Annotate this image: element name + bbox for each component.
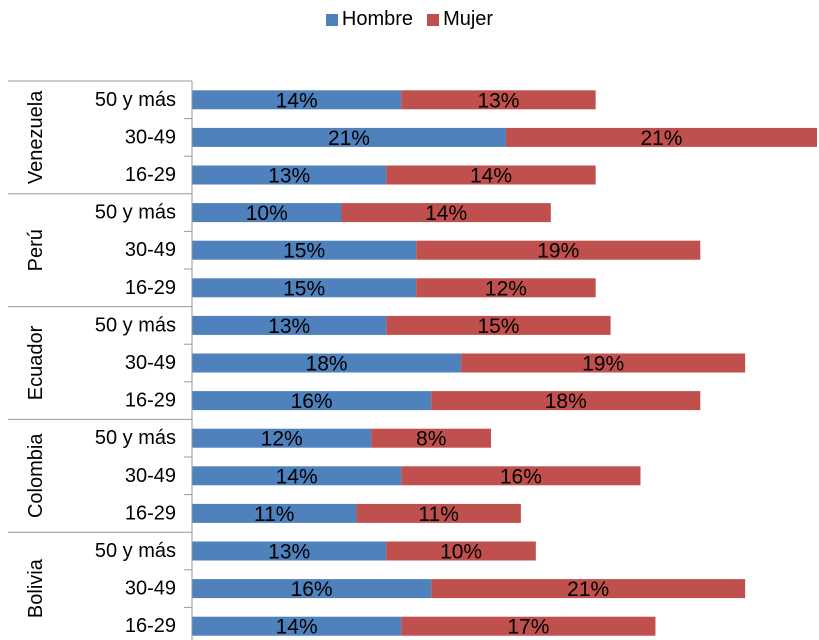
- age-label: 50 y más: [95, 427, 176, 449]
- legend-label-mujer: Mujer: [443, 8, 494, 30]
- bar-mujer-peru-30-49: [416, 240, 701, 260]
- data-label-hombre: 13%: [268, 315, 310, 338]
- data-label-mujer: 19%: [537, 240, 579, 263]
- data-label-hombre: 10%: [246, 202, 288, 225]
- data-label-mujer: 21%: [640, 127, 682, 150]
- legend-item-hombre: Hombre: [325, 8, 414, 31]
- data-label-hombre: 12%: [261, 428, 303, 451]
- legend-label-hombre: Hombre: [341, 8, 414, 30]
- data-label-mujer: 21%: [567, 578, 609, 601]
- data-label-hombre: 14%: [276, 616, 318, 639]
- data-label-mujer: 15%: [477, 315, 519, 338]
- country-label-venezuela: Venezuela: [25, 90, 47, 184]
- data-label-mujer: 11%: [418, 503, 458, 526]
- country-label-colombia: Colombia: [25, 433, 47, 518]
- bar-mujer-colombia-50-y-mas: [371, 428, 491, 448]
- data-label-mujer: 10%: [440, 541, 482, 564]
- data-label-hombre: 15%: [283, 240, 325, 263]
- country-label-bolivia: Bolivia: [25, 558, 47, 618]
- age-label: 50 y más: [95, 314, 176, 336]
- data-label-mujer: 19%: [582, 353, 624, 376]
- age-label: 16-29: [125, 390, 176, 412]
- legend-swatch-hombre: [325, 13, 338, 26]
- bar-mujer-peru-50-y-mas: [341, 203, 551, 223]
- bar-hombre-peru-30-49: [192, 240, 417, 260]
- bar-hombre-colombia-16-29: [192, 503, 357, 523]
- country-label-ecuador: Ecuador: [25, 325, 47, 400]
- country-label-peru: Perú: [25, 229, 47, 271]
- age-label: 30-49: [125, 239, 176, 261]
- bar-hombre-bolivia-30-49: [192, 579, 432, 599]
- bar-mujer-colombia-16-29: [356, 503, 521, 523]
- bar-mujer-venezuela-30-49: [505, 127, 817, 147]
- age-label: 30-49: [125, 578, 176, 600]
- data-label-mujer: 14%: [470, 165, 512, 188]
- bar-mujer-colombia-30-49: [401, 466, 641, 486]
- data-label-mujer: 18%: [545, 390, 587, 413]
- legend-swatch-mujer: [427, 13, 440, 26]
- bar-mujer-venezuela-16-29: [386, 165, 596, 185]
- data-label-hombre: 15%: [283, 277, 325, 300]
- age-label: 16-29: [125, 615, 176, 637]
- age-label: 16-29: [125, 277, 176, 299]
- data-label-mujer: 13%: [477, 89, 519, 112]
- bar-hombre-venezuela-16-29: [192, 165, 387, 185]
- data-label-mujer: 8%: [416, 428, 446, 451]
- data-label-hombre: 14%: [276, 465, 318, 488]
- data-label-mujer: 16%: [500, 465, 542, 488]
- data-label-hombre: 16%: [291, 578, 333, 601]
- data-label-mujer: 17%: [507, 616, 549, 639]
- data-label-mujer: 12%: [485, 277, 527, 300]
- age-label: 30-49: [125, 465, 176, 487]
- age-label: 50 y más: [95, 89, 176, 111]
- bar-hombre-venezuela-50-y-mas: [192, 90, 402, 110]
- bar-mujer-ecuador-16-29: [431, 391, 701, 411]
- bar-hombre-peru-16-29: [192, 278, 417, 298]
- age-label: 16-29: [125, 164, 176, 186]
- data-label-hombre: 18%: [306, 353, 348, 376]
- bar-hombre-ecuador-30-49: [192, 353, 462, 373]
- age-label: 50 y más: [95, 540, 176, 562]
- bar-mujer-ecuador-50-y-mas: [386, 315, 611, 335]
- bar-hombre-bolivia-16-29: [192, 616, 402, 636]
- bar-hombre-ecuador-50-y-mas: [192, 315, 387, 335]
- bar-hombre-venezuela-30-49: [192, 127, 506, 147]
- data-label-hombre: 13%: [268, 165, 310, 188]
- legend-item-mujer: Mujer: [427, 8, 493, 31]
- legend: Hombre Mujer: [0, 8, 819, 31]
- bar-hombre-peru-50-y-mas: [192, 203, 342, 223]
- data-label-hombre: 11%: [254, 503, 294, 526]
- age-label: 30-49: [125, 352, 176, 374]
- data-label-hombre: 16%: [291, 390, 333, 413]
- bar-hombre-ecuador-16-29: [192, 391, 432, 411]
- bar-mujer-ecuador-30-49: [461, 353, 746, 373]
- data-label-mujer: 14%: [425, 202, 467, 225]
- bar-hombre-bolivia-50-y-mas: [192, 541, 387, 561]
- bar-hombre-colombia-50-y-mas: [192, 428, 372, 448]
- data-label-hombre: 14%: [276, 89, 318, 112]
- age-label: 50 y más: [95, 202, 176, 224]
- bar-mujer-peru-16-29: [416, 278, 596, 298]
- data-label-hombre: 13%: [268, 541, 310, 564]
- bar-mujer-bolivia-30-49: [431, 579, 746, 599]
- age-label: 30-49: [125, 126, 176, 148]
- age-label: 16-29: [125, 502, 176, 524]
- bar-hombre-colombia-30-49: [192, 466, 402, 486]
- bar-mujer-venezuela-50-y-mas: [401, 90, 596, 110]
- bar-mujer-bolivia-50-y-mas: [386, 541, 536, 561]
- data-label-hombre: 21%: [328, 127, 370, 150]
- bar-mujer-bolivia-16-29: [401, 616, 656, 636]
